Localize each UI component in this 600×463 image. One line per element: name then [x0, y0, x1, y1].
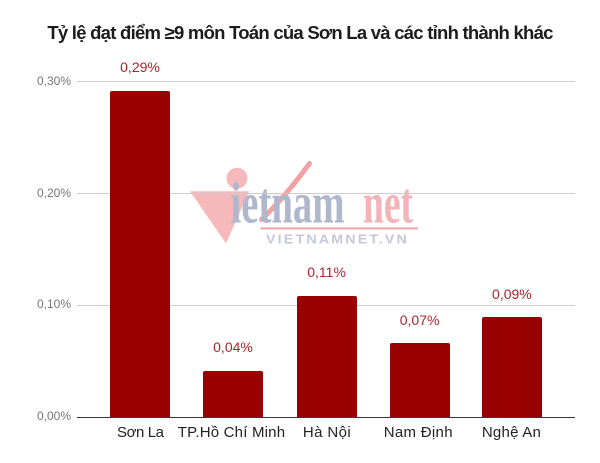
svg-text:VIETNAMNET.VN: VIETNAMNET.VN — [266, 232, 409, 247]
svg-text:net: net — [363, 170, 413, 235]
svg-text:ietnam: ietnam — [231, 170, 345, 235]
